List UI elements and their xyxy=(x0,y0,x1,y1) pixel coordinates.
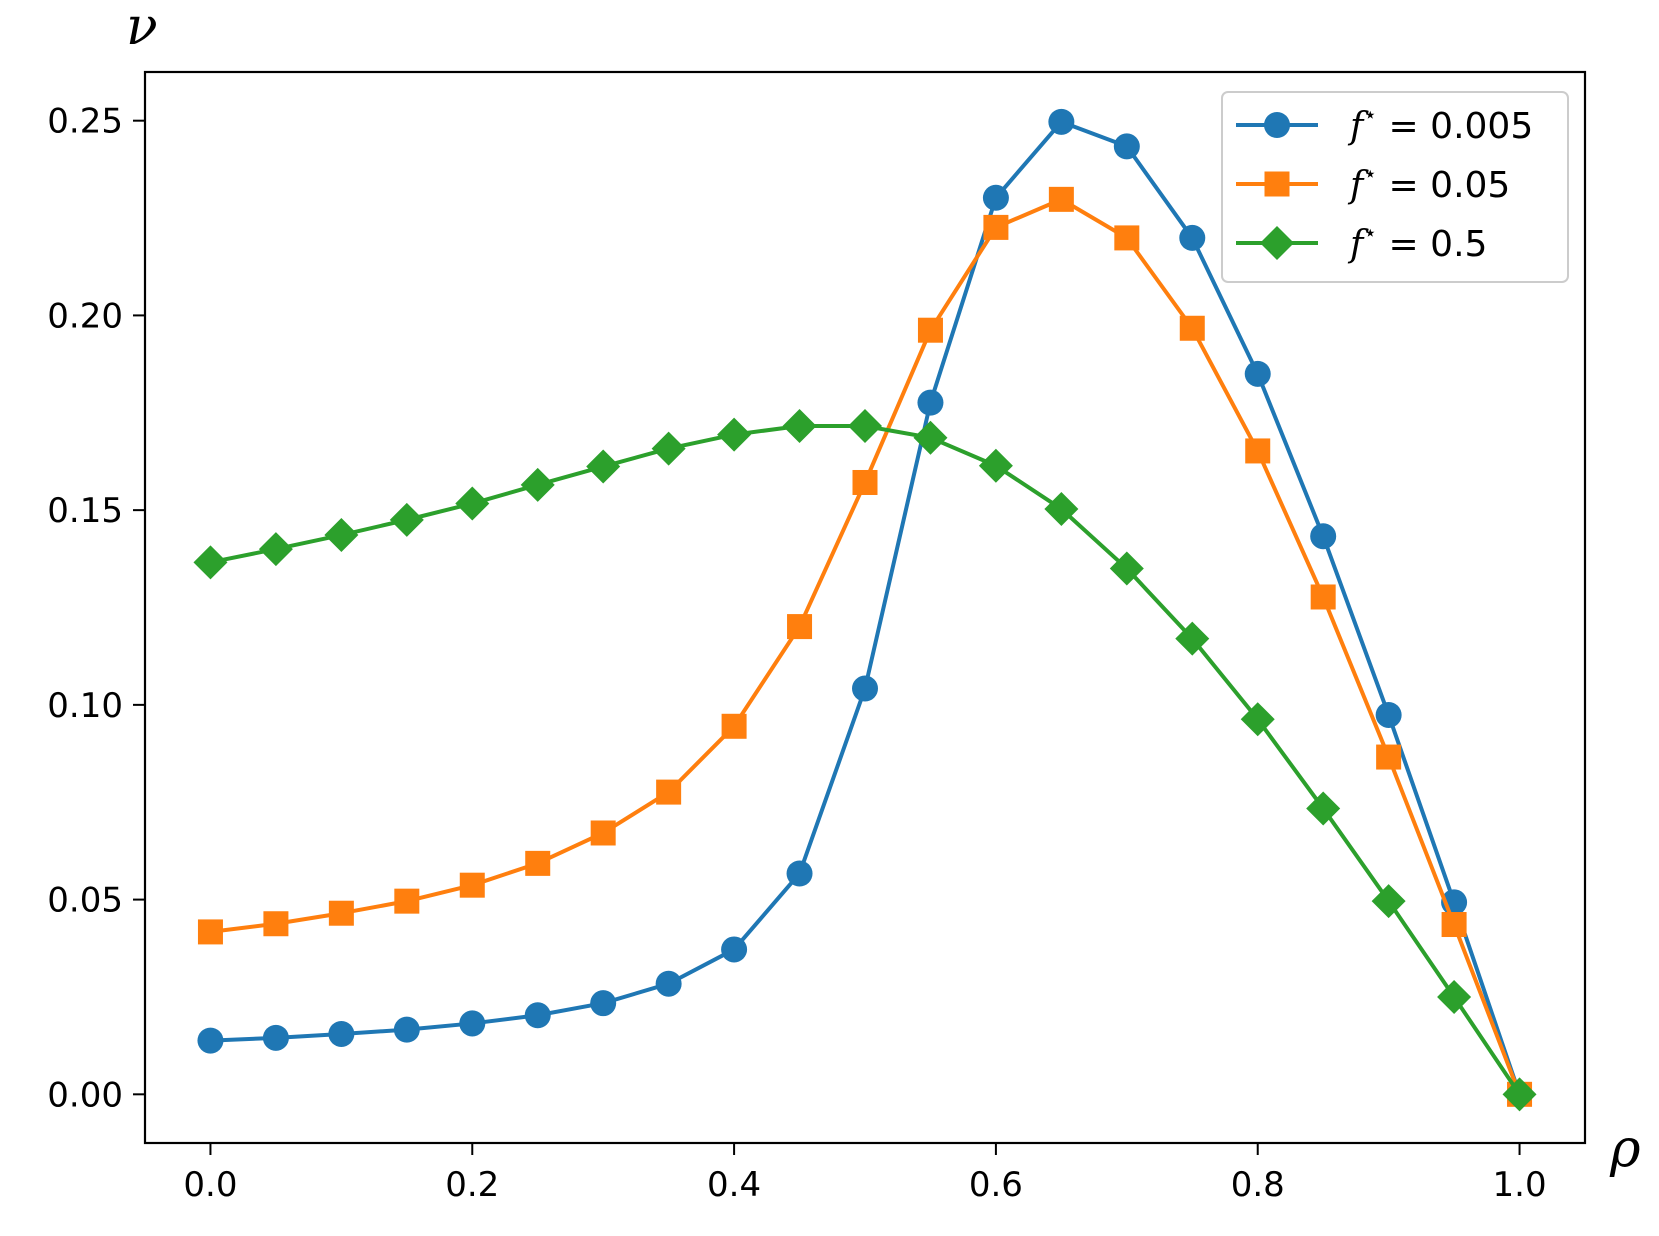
axes: 0.0 0.2 0.4 0.6 0.8 1.0 0.00 0.05 0.10 0.15 0.20 0.… xyxy=(47,102,1546,1205)
y-tick-label: 0.10 xyxy=(47,686,123,726)
y-axis-label: ν xyxy=(126,0,158,57)
x-axis-label: ρ xyxy=(1609,1119,1641,1179)
data-point xyxy=(1376,744,1402,770)
x-tick-label: 0.2 xyxy=(445,1165,499,1205)
series-3 xyxy=(193,409,1537,1112)
data-point xyxy=(1048,108,1075,135)
legend-marker xyxy=(1264,171,1290,197)
plot-area xyxy=(143,70,1587,1145)
data-point xyxy=(524,1002,551,1029)
legend-item: f⋆ = 0.05 xyxy=(1236,162,1510,206)
data-point xyxy=(328,900,354,926)
data-point xyxy=(1310,523,1337,550)
legend: f⋆ = 0.005 f⋆ = 0.05 f⋆ = 0.5 xyxy=(1221,91,1569,283)
legend-box xyxy=(1221,91,1569,283)
legend-item: f⋆ = 0.005 xyxy=(1236,103,1533,147)
data-point xyxy=(1441,912,1467,938)
data-point xyxy=(1175,621,1210,656)
data-point xyxy=(590,990,617,1017)
data-point xyxy=(193,545,228,580)
x-tick-label: 0.6 xyxy=(969,1165,1023,1205)
data-point xyxy=(1240,702,1275,737)
data-point xyxy=(1502,1077,1537,1112)
data-point xyxy=(1109,551,1144,586)
data-point xyxy=(393,1016,420,1043)
data-point xyxy=(324,518,359,553)
data-point xyxy=(787,614,813,640)
legend-label: f⋆ = 0.005 xyxy=(1347,103,1533,147)
data-point xyxy=(1114,225,1140,251)
data-point xyxy=(1179,315,1205,341)
data-point xyxy=(258,532,293,567)
data-point xyxy=(263,911,289,937)
data-point xyxy=(459,872,485,898)
data-point xyxy=(1371,884,1406,919)
data-point xyxy=(721,713,747,739)
data-point xyxy=(656,779,682,805)
data-point xyxy=(1245,438,1271,464)
data-point xyxy=(459,1010,486,1037)
data-point xyxy=(262,1024,289,1051)
data-point xyxy=(848,409,882,444)
legend-marker xyxy=(1264,112,1290,138)
data-point xyxy=(1437,979,1472,1014)
data-point xyxy=(1179,224,1206,251)
y-tick-label: 0.25 xyxy=(47,102,123,142)
plot-frame xyxy=(143,70,1587,1145)
data-point xyxy=(655,970,682,997)
series-2 xyxy=(197,186,1533,1107)
data-point xyxy=(394,888,420,914)
data-point xyxy=(1375,701,1402,728)
data-point xyxy=(721,936,748,963)
series-layer xyxy=(193,108,1537,1112)
data-point xyxy=(1306,791,1341,826)
legend-marker xyxy=(1260,226,1294,260)
data-point xyxy=(525,850,551,876)
x-tick-label: 1.0 xyxy=(1493,1165,1547,1205)
y-tick-label: 0.15 xyxy=(47,491,123,531)
y-tick-label: 0.00 xyxy=(47,1075,123,1115)
data-point xyxy=(328,1020,355,1047)
series-line xyxy=(210,197,1522,1096)
data-point xyxy=(1048,186,1074,212)
data-point xyxy=(651,431,686,466)
data-point xyxy=(197,919,223,945)
x-tick-label: 0.4 xyxy=(707,1165,761,1205)
data-point xyxy=(1044,491,1079,526)
data-point xyxy=(852,469,878,495)
data-point xyxy=(782,409,817,444)
data-point xyxy=(786,860,813,887)
data-point xyxy=(917,389,944,416)
legend-item: f⋆ = 0.5 xyxy=(1236,221,1487,265)
data-point xyxy=(1310,584,1336,610)
data-point xyxy=(717,417,752,452)
data-point xyxy=(917,317,943,343)
x-tick-label: 0.8 xyxy=(1231,1165,1285,1205)
data-point xyxy=(913,420,948,455)
data-point xyxy=(983,214,1009,240)
data-point xyxy=(197,1027,224,1054)
data-point xyxy=(586,449,621,484)
data-point xyxy=(590,820,616,846)
legend-label: f⋆ = 0.05 xyxy=(1347,162,1510,206)
data-point xyxy=(389,502,424,537)
y-tick-label: 0.20 xyxy=(47,296,123,336)
x-tick-label: 0.0 xyxy=(183,1165,237,1205)
y-tick-label: 0.05 xyxy=(47,881,123,921)
data-point xyxy=(982,184,1009,211)
data-point xyxy=(852,675,878,702)
data-point xyxy=(1113,133,1140,160)
data-point xyxy=(520,467,555,502)
data-point xyxy=(455,486,490,521)
data-point xyxy=(1244,360,1271,387)
data-point xyxy=(978,448,1013,483)
